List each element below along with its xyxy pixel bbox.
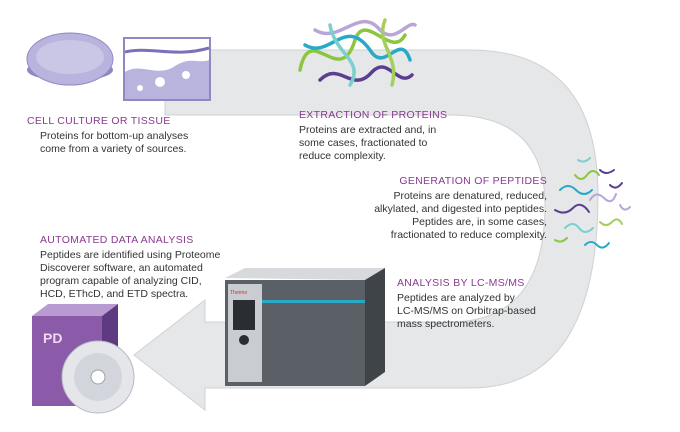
step-2-description: Proteins are extracted and, in some case… (299, 124, 436, 163)
protein-structures-icon (298, 18, 417, 87)
software-logo: PD (43, 330, 62, 346)
step-5-line: HCD, EThcD, and ETD spectra. (40, 288, 189, 300)
step-3-line: Peptides are, in some cases, (412, 216, 547, 228)
peptide-fragments-icon (554, 157, 631, 249)
step-1-line: come from a variety of sources. (40, 143, 187, 155)
step-2-line: Proteins are extracted and, in (299, 124, 437, 136)
step-3-line: alkylated, and digested into peptides. (374, 203, 547, 215)
step-5-line: program capable of analyzing CID, (40, 275, 202, 287)
software-box-icon: PD (32, 304, 135, 414)
step-5-description: Peptides are identified using Proteome D… (40, 249, 220, 301)
step-2-title: EXTRACTION OF PROTEINS (299, 109, 448, 121)
step-5-line: Discoverer software, an automated (40, 262, 203, 274)
workflow-arrow (133, 49, 599, 412)
step-2-line: some cases, fractionated to (299, 137, 428, 149)
instrument-brand-label: Thermo (230, 290, 247, 296)
step-4-line: mass spectrometers. (397, 318, 495, 330)
step-3-title: GENERATION OF PEPTIDES (399, 175, 547, 187)
petri-dish-icon (26, 32, 114, 86)
step-2-line: reduce complexity. (299, 150, 386, 162)
step-1-line: Proteins for bottom-up analyses (40, 130, 189, 142)
step-4-line: Peptides are analyzed by (397, 292, 515, 304)
mass-spectrometer-icon: Thermo (225, 268, 385, 386)
step-1-description: Proteins for bottom-up analyses come fro… (40, 130, 188, 156)
step-5-line: Peptides are identified using Proteome (40, 249, 221, 261)
step-3-description: Proteins are denatured, reduced, alkylat… (374, 190, 547, 242)
step-5-title: AUTOMATED DATA ANALYSIS (40, 234, 194, 246)
tissue-section-icon (123, 37, 211, 101)
step-3-line: Proteins are denatured, reduced, (393, 190, 547, 202)
step-1-title: CELL CULTURE OR TISSUE (27, 115, 171, 127)
step-4-description: Peptides are analyzed by LC-MS/MS on Orb… (397, 292, 536, 331)
step-4-title: ANALYSIS BY LC-MS/MS (397, 277, 525, 289)
step-3-line: fractionated to reduce complexity. (390, 229, 547, 241)
step-4-line: LC-MS/MS on Orbitrap-based (397, 305, 536, 317)
